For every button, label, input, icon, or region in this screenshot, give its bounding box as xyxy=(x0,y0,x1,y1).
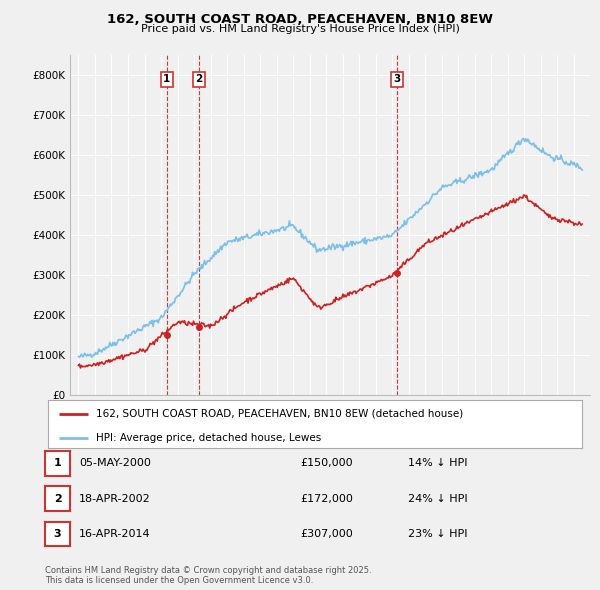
Text: 1: 1 xyxy=(163,74,170,84)
Text: Price paid vs. HM Land Registry's House Price Index (HPI): Price paid vs. HM Land Registry's House … xyxy=(140,24,460,34)
Text: 16-APR-2014: 16-APR-2014 xyxy=(79,529,151,539)
Text: 24% ↓ HPI: 24% ↓ HPI xyxy=(408,494,467,503)
Text: 23% ↓ HPI: 23% ↓ HPI xyxy=(408,529,467,539)
Text: Contains HM Land Registry data © Crown copyright and database right 2025.
This d: Contains HM Land Registry data © Crown c… xyxy=(45,566,371,585)
Text: HPI: Average price, detached house, Lewes: HPI: Average price, detached house, Lewe… xyxy=(96,432,322,442)
Text: 162, SOUTH COAST ROAD, PEACEHAVEN, BN10 8EW (detached house): 162, SOUTH COAST ROAD, PEACEHAVEN, BN10 … xyxy=(96,408,463,418)
Text: 05-MAY-2000: 05-MAY-2000 xyxy=(79,458,151,468)
Text: 18-APR-2002: 18-APR-2002 xyxy=(79,494,151,503)
Text: £172,000: £172,000 xyxy=(300,494,353,503)
Text: 162, SOUTH COAST ROAD, PEACEHAVEN, BN10 8EW: 162, SOUTH COAST ROAD, PEACEHAVEN, BN10 … xyxy=(107,13,493,26)
Text: 3: 3 xyxy=(54,529,61,539)
Text: 3: 3 xyxy=(394,74,401,84)
Text: 2: 2 xyxy=(54,494,61,503)
Text: £150,000: £150,000 xyxy=(300,458,353,468)
Text: 1: 1 xyxy=(54,458,61,468)
Text: 2: 2 xyxy=(196,74,203,84)
Text: £307,000: £307,000 xyxy=(300,529,353,539)
Text: 14% ↓ HPI: 14% ↓ HPI xyxy=(408,458,467,468)
